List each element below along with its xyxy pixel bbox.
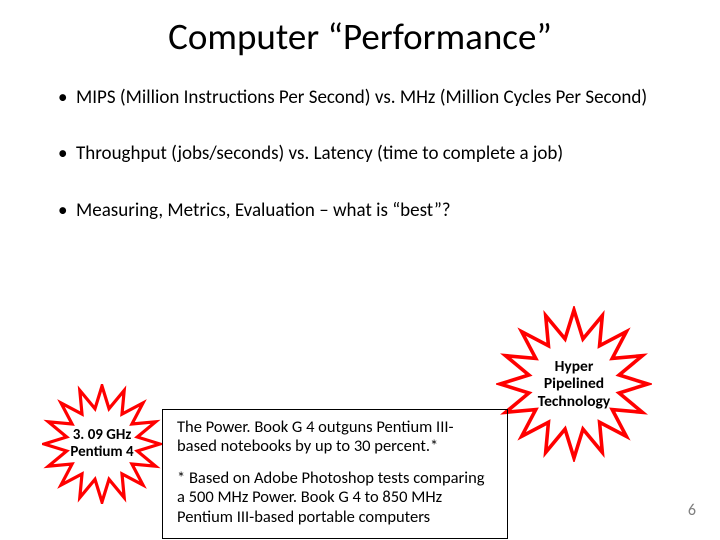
bullet-item: Throughput (jobs/seconds) vs. Latency (t… [58,143,678,165]
starburst-right-line3: Technology [538,392,610,411]
starburst-right-line2: Pipelined [544,374,604,393]
quote-footnote: * Based on Adobe Photoshop tests compari… [177,469,493,527]
bullet-item: Measuring, Metrics, Evaluation – what is… [58,200,678,222]
quote-box: The Power. Book G 4 outguns Pentium III-… [162,409,508,539]
bullet-list: MIPS (Million Instructions Per Second) v… [0,87,720,222]
starburst-left-label: 3. 09 GHz Pentium 4 [48,427,156,461]
starburst-right: Hyper Pipelined Technology [496,306,652,462]
starburst-left-line1: 3. 09 GHz [73,426,132,444]
quote-main: The Power. Book G 4 outguns Pentium III-… [177,418,493,457]
starburst-right-line1: Hyper [555,357,594,376]
slide: Computer “Performance” MIPS (Million Ins… [0,14,720,540]
slide-title: Computer “Performance” [0,14,720,59]
page-number: 6 [688,501,696,520]
starburst-right-label: Hyper Pipelined Technology [504,358,644,410]
starburst-left: 3. 09 GHz Pentium 4 [42,384,162,504]
starburst-left-line2: Pentium 4 [70,443,133,461]
bullet-item: MIPS (Million Instructions Per Second) v… [58,87,678,109]
